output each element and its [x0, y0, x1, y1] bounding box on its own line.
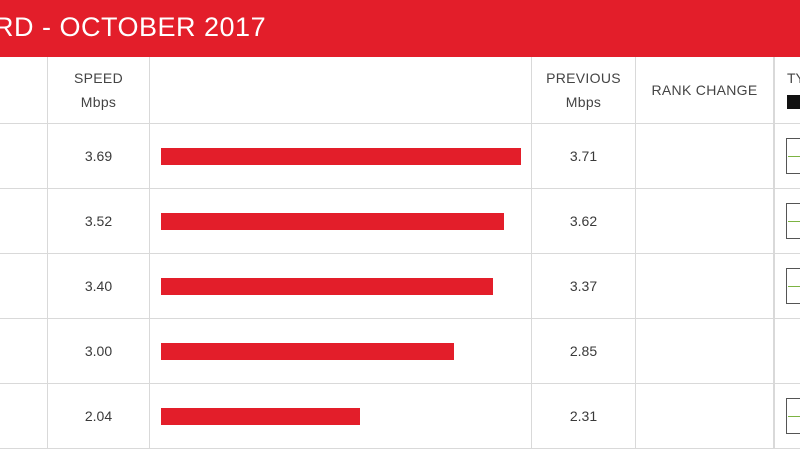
rank-cell — [0, 124, 48, 188]
trend-line — [788, 416, 800, 417]
previous-column-unit: Mbps — [565, 94, 602, 110]
type-cell — [774, 124, 800, 188]
rank-change-cell — [636, 254, 774, 318]
speed-cell: 2.04 — [48, 384, 150, 448]
bar-cell — [150, 124, 532, 188]
previous-value: 2.85 — [569, 343, 598, 359]
trend-chart-icon[interactable] — [786, 138, 800, 174]
trend-chart-icon[interactable] — [786, 398, 800, 434]
rank-cell — [0, 319, 48, 383]
speed-value: 3.00 — [84, 343, 113, 359]
previous-cell: 2.31 — [532, 384, 636, 448]
page-title: RD - OCTOBER 2017 — [0, 12, 267, 42]
type-filter-badge[interactable] — [787, 95, 800, 109]
header-cell-previous: PREVIOUS Mbps — [532, 57, 636, 123]
speed-bar — [161, 213, 504, 230]
header-cell-bar — [150, 57, 532, 123]
type-column-label: TY — [787, 70, 800, 86]
table-row: 3.52 3.62 — [0, 189, 800, 254]
speed-value: 3.40 — [84, 278, 113, 294]
bar-cell — [150, 319, 532, 383]
rank-change-cell — [636, 124, 774, 188]
header-cell-speed: SPEED Mbps — [48, 57, 150, 123]
table-row: 3.00 2.85 — [0, 319, 800, 384]
previous-value: 3.71 — [569, 148, 598, 164]
table-row: 3.69 3.71 — [0, 124, 800, 189]
header-cell-rank-change: RANK CHANGE — [636, 57, 774, 123]
speed-bar — [161, 343, 454, 360]
speed-cell: 3.40 — [48, 254, 150, 318]
speed-column-unit: Mbps — [80, 94, 117, 110]
trend-chart-icon[interactable] — [786, 203, 800, 239]
previous-cell: 3.37 — [532, 254, 636, 318]
table-row: 2.04 2.31 — [0, 384, 800, 449]
speed-cell: 3.69 — [48, 124, 150, 188]
page-header: RD - OCTOBER 2017 — [0, 0, 800, 58]
previous-value: 2.31 — [569, 408, 598, 424]
previous-cell: 3.62 — [532, 189, 636, 253]
rank-cell — [0, 189, 48, 253]
rank-change-column-label: RANK CHANGE — [651, 82, 758, 98]
speed-bar — [161, 148, 521, 165]
speed-value: 2.04 — [84, 408, 113, 424]
speed-cell: 3.00 — [48, 319, 150, 383]
bar-cell — [150, 189, 532, 253]
trend-line — [788, 221, 800, 222]
type-cell — [774, 319, 800, 383]
table-header-row: SPEED Mbps PREVIOUS Mbps RANK CHANGE TY — [0, 57, 800, 124]
type-cell — [774, 189, 800, 253]
table-row: 3.40 3.37 — [0, 254, 800, 319]
previous-cell: 3.71 — [532, 124, 636, 188]
type-cell — [774, 254, 800, 318]
rank-change-cell — [636, 384, 774, 448]
previous-value: 3.62 — [569, 213, 598, 229]
speed-column-label: SPEED — [74, 70, 123, 86]
header-cell-rank — [0, 57, 48, 123]
speed-bar — [161, 408, 360, 425]
trend-line — [788, 156, 800, 157]
rank-change-cell — [636, 189, 774, 253]
rank-cell — [0, 254, 48, 318]
type-cell — [774, 384, 800, 448]
trend-chart-icon[interactable] — [786, 268, 800, 304]
trend-line — [788, 286, 800, 287]
speed-value: 3.52 — [84, 213, 113, 229]
header-cell-type: TY — [774, 57, 800, 123]
speed-value: 3.69 — [84, 148, 113, 164]
previous-column-label: PREVIOUS — [546, 70, 621, 86]
bar-cell — [150, 384, 532, 448]
bar-cell — [150, 254, 532, 318]
rank-cell — [0, 384, 48, 448]
speed-cell: 3.52 — [48, 189, 150, 253]
rank-change-cell — [636, 319, 774, 383]
previous-cell: 2.85 — [532, 319, 636, 383]
speed-bar — [161, 278, 493, 295]
previous-value: 3.37 — [569, 278, 598, 294]
